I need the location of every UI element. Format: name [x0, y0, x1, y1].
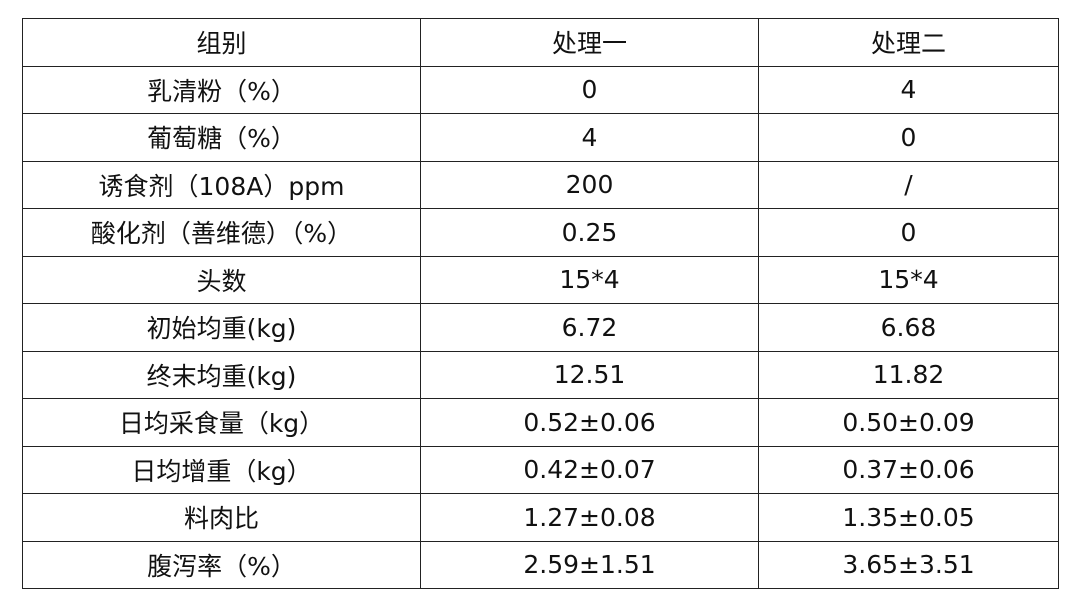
cell: 0.50±0.09 — [758, 398, 1059, 447]
table-row: 初始均重(kg) 6.72 6.68 — [22, 303, 1059, 352]
header-cell: 处理二 — [758, 18, 1059, 67]
header-row: 组别 处理一 处理二 — [22, 18, 1059, 67]
cell: 15*4 — [420, 255, 759, 304]
cell: 料肉比 — [22, 493, 421, 542]
header-cell: 处理一 — [420, 18, 759, 67]
cell: 头数 — [22, 255, 421, 304]
cell: 酸化剂（善维德）（%） — [22, 208, 421, 257]
cell: 1.35±0.05 — [758, 493, 1059, 542]
cell: 0 — [758, 208, 1059, 257]
cell: 初始均重(kg) — [22, 303, 421, 352]
cell: 葡萄糖（%） — [22, 113, 421, 162]
cell: 日均增重（kg） — [22, 445, 421, 494]
table-row: 乳清粉（%） 0 4 — [22, 65, 1059, 114]
cell: 4 — [420, 113, 759, 162]
table-row: 终末均重(kg) 12.51 11.82 — [22, 350, 1059, 399]
table-row: 头数 15*4 15*4 — [22, 255, 1059, 304]
cell: 200 — [420, 160, 759, 209]
table-container: 组别 处理一 处理二 乳清粉（%） 0 4 葡萄糖（%） 4 0 诱食剂（108A）ppm 200/… — [22, 18, 1059, 589]
cell: 6.72 — [420, 303, 759, 352]
cell: 0.42±0.07 — [420, 445, 759, 494]
table-row: 腹泻率（%） 2.59±1.51 3.65±3.51 — [22, 540, 1059, 589]
cell: 6.68 — [758, 303, 1059, 352]
cell: 诱食剂（108A）ppm — [22, 160, 421, 209]
cell: 0.52±0.06 — [420, 398, 759, 447]
table-row: 酸化剂（善维德）（%） 0.25 0 — [22, 208, 1059, 257]
table-row: 日均采食量（kg） 0.52±0.06 0.50±0.09 — [22, 398, 1059, 447]
cell: 4 — [758, 65, 1059, 114]
cell: 乳清粉（%） — [22, 65, 421, 114]
cell: 15*4 — [758, 255, 1059, 304]
table-row: 诱食剂（108A）ppm 200/ — [22, 160, 1059, 209]
table-body: 组别 处理一 处理二 乳清粉（%） 0 4 葡萄糖（%） 4 0 诱食剂（108A）ppm 200/… — [22, 18, 1059, 589]
cell: 2.59±1.51 — [420, 540, 759, 589]
table-row: 葡萄糖（%） 4 0 — [22, 113, 1059, 162]
cell: / — [758, 160, 1059, 209]
cell: 11.82 — [758, 350, 1059, 399]
cell: 3.65±3.51 — [758, 540, 1059, 589]
cell: 1.27±0.08 — [420, 493, 759, 542]
table-row: 日均增重（kg） 0.42±0.07 0.37±0.06 — [22, 445, 1059, 494]
table-row: 料肉比 1.27±0.08 1.35±0.05 — [22, 493, 1059, 542]
cell: 腹泻率（%） — [22, 540, 421, 589]
data-table: 组别 处理一 处理二 乳清粉（%） 0 4 葡萄糖（%） 4 0 诱食剂（108A）ppm 200/… — [22, 18, 1059, 589]
cell: 终末均重(kg) — [22, 350, 421, 399]
cell: 0.37±0.06 — [758, 445, 1059, 494]
cell: 12.51 — [420, 350, 759, 399]
cell: 日均采食量（kg） — [22, 398, 421, 447]
cell: 0 — [420, 65, 759, 114]
cell: 0 — [758, 113, 1059, 162]
header-cell: 组别 — [22, 18, 421, 67]
cell: 0.25 — [420, 208, 759, 257]
